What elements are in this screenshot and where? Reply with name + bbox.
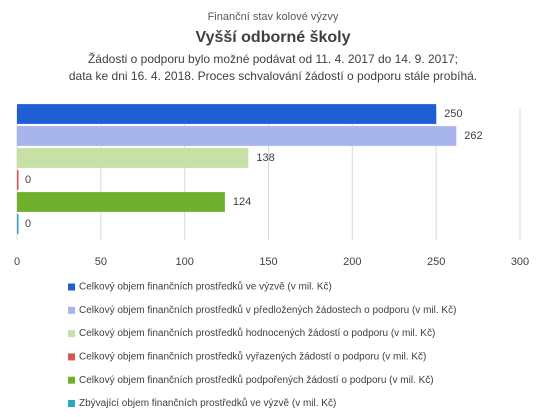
chart-note: Žádosti o podporu bylo možné podávat od … (88, 51, 458, 66)
legend-swatch (68, 353, 75, 361)
bar (17, 214, 19, 234)
x-tick-label: 100 (175, 256, 193, 268)
bar (17, 192, 225, 212)
x-tick-label: 250 (427, 256, 445, 268)
chart-subtitle: Vyšší odborné školy (195, 29, 350, 46)
x-tick-label: 300 (511, 256, 529, 268)
bar (17, 148, 249, 168)
x-tick-label: 200 (343, 256, 361, 268)
legend-label: Zbývající objem finančních prostředků ve… (79, 397, 336, 409)
x-tick-label: 50 (95, 256, 107, 268)
legend-swatch (68, 400, 75, 407)
data-label: 0 (25, 174, 31, 186)
legend-label: Celkový objem finančních prostředků vyřa… (79, 351, 426, 363)
legend-label: Celkový objem finančních prostředků hodn… (79, 327, 435, 339)
legend-swatch (68, 283, 75, 291)
chart-title: Finanční stav kolové výzvy (208, 11, 339, 23)
bar (17, 104, 437, 124)
bar (17, 126, 457, 146)
legend-label: Celkový objem finančních prostředků ve v… (79, 281, 332, 293)
legend-swatch (68, 376, 75, 384)
data-label: 138 (256, 152, 274, 164)
data-label: 0 (25, 218, 31, 230)
x-tick-label: 0 (14, 256, 20, 268)
x-tick-label: 150 (259, 256, 277, 268)
data-label: 124 (233, 196, 251, 208)
legend-swatch (68, 306, 75, 314)
data-label: 250 (444, 108, 462, 120)
legend-swatch (68, 330, 75, 338)
chart-note: data ke dni 16. 4. 2018. Proces schvalov… (69, 69, 477, 83)
legend-label: Celkový objem finančních prostředků podp… (79, 374, 434, 386)
legend-label: Celkový objem finančních prostředků v př… (79, 304, 456, 316)
bar (17, 170, 19, 190)
data-label: 262 (464, 130, 482, 142)
